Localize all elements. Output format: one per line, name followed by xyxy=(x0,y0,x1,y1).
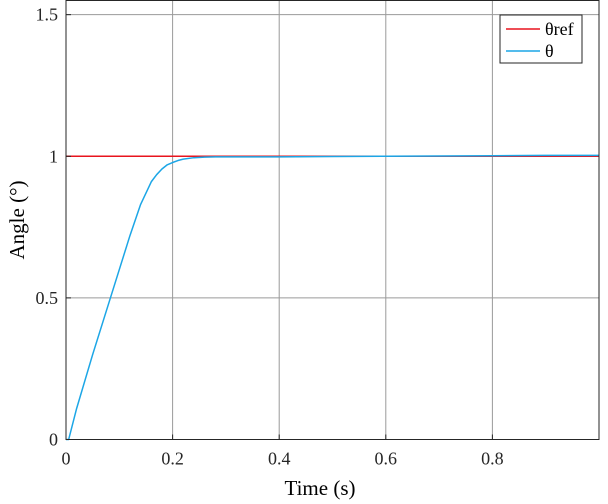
y-tick-label: 0 xyxy=(49,430,58,450)
y-tick-label: 0.5 xyxy=(36,288,59,308)
x-tick-label: 0.6 xyxy=(375,449,398,469)
series-line-theta xyxy=(66,154,599,441)
x-tick-label: 0.2 xyxy=(161,449,184,469)
x-tick-label: 0 xyxy=(62,449,71,469)
legend-box xyxy=(499,14,583,64)
legend: θref θ xyxy=(499,14,583,64)
legend-label-theta: θ xyxy=(545,41,554,61)
x-tick-label: 0.4 xyxy=(268,449,291,469)
y-tick-label: 1 xyxy=(49,146,58,166)
legend-label-theta-ref: θref xyxy=(545,19,574,39)
series-lines xyxy=(66,154,599,441)
y-axis-label: Angle (°) xyxy=(5,181,29,260)
tick-labels: 0 0.2 0.4 0.6 0.8 0 0.5 1 1.5 xyxy=(36,5,504,469)
x-tick-label: 0.8 xyxy=(481,449,504,469)
y-tick-label: 1.5 xyxy=(36,5,59,25)
x-axis-label: Time (s) xyxy=(285,476,356,500)
plot-frame xyxy=(65,0,600,440)
